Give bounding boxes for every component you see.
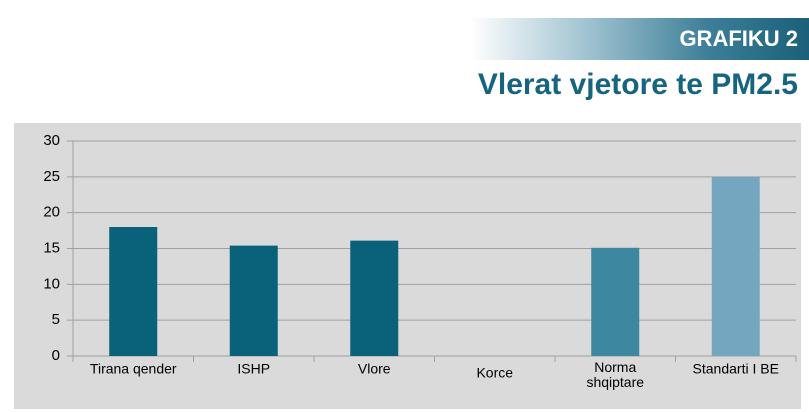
chart-title: Vlerat vjetore te PM2.5 — [478, 68, 798, 101]
y-tick-label: 20 — [43, 204, 60, 221]
x-tick-label: Norma shqiptare — [586, 359, 644, 390]
x-tick-label: Tirana qender — [90, 361, 177, 377]
y-tick-label: 5 — [52, 311, 60, 328]
y-tick-label: 30 — [43, 132, 60, 149]
bar — [229, 245, 278, 356]
plot: 0 5 10 15 20 25 30 Tirana qender ISHP Vlore Korce N… — [43, 132, 797, 390]
x-tick-label: Standarti I BE — [693, 361, 779, 377]
y-tick-label: 15 — [43, 239, 60, 256]
x-tick-label: ISHP — [237, 361, 270, 377]
y-tick-label: 10 — [43, 275, 60, 292]
bar — [350, 240, 399, 356]
y-tick-label: 0 — [52, 347, 60, 364]
bar — [711, 176, 760, 356]
y-tick-label: 25 — [43, 168, 60, 185]
header-label: GRAFIKU 2 — [679, 26, 798, 51]
header-band — [470, 18, 809, 60]
x-tick-label: Korce — [476, 365, 513, 381]
bar — [591, 247, 640, 356]
x-tick-label: Vlore — [358, 361, 391, 377]
bar — [109, 227, 158, 356]
